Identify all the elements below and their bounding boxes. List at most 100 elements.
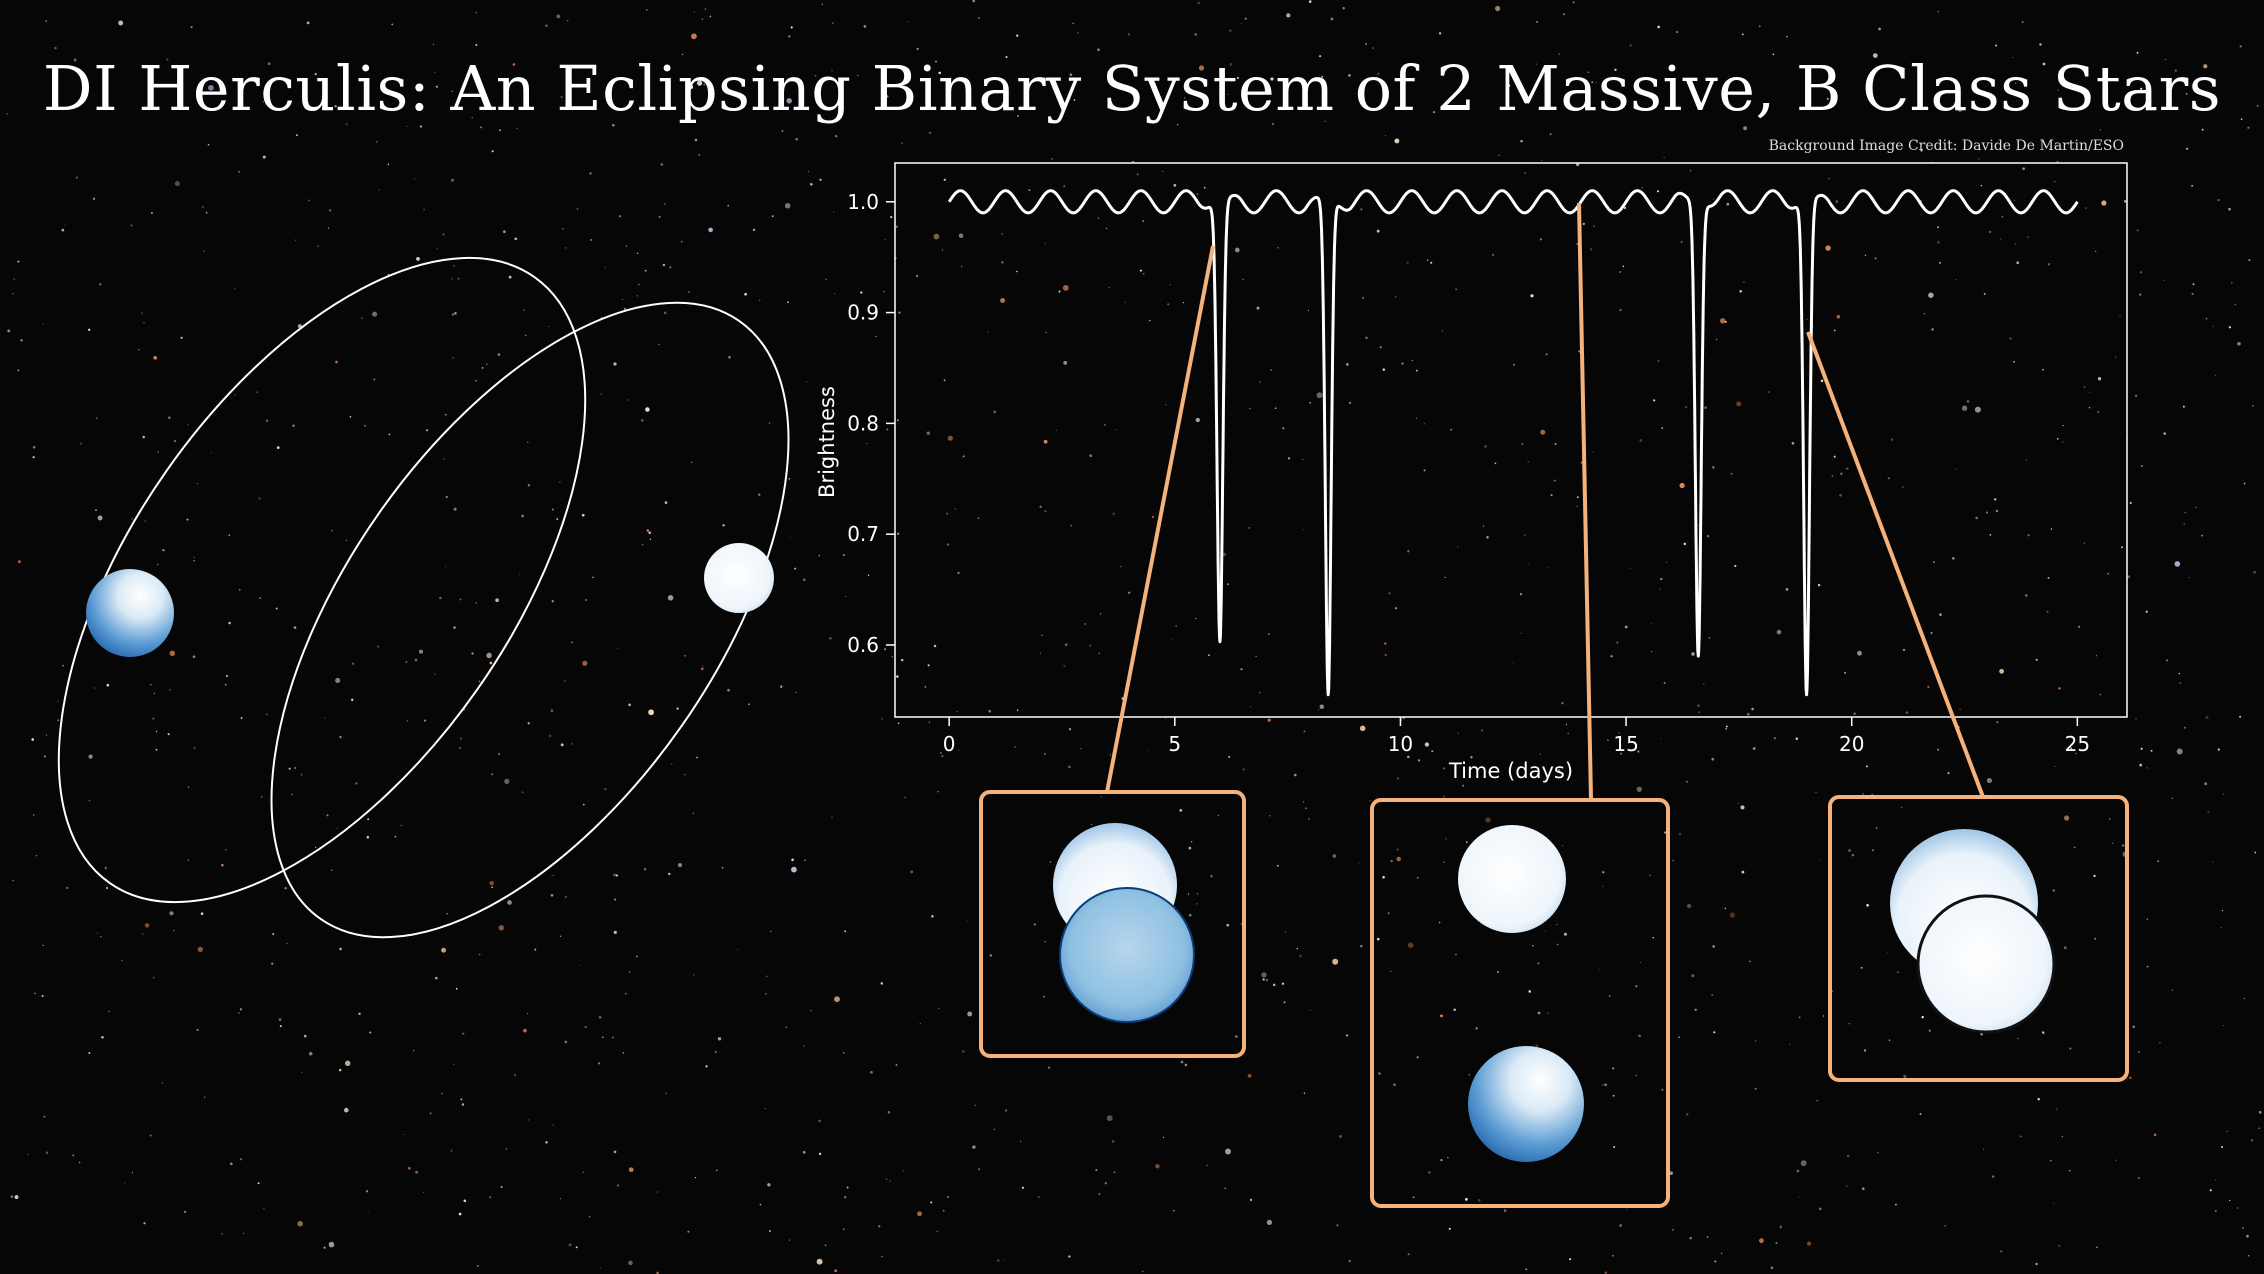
background-star (645, 407, 650, 412)
background-star (809, 182, 813, 186)
background-star (1270, 77, 1274, 81)
background-star (931, 915, 934, 918)
background-star (818, 1119, 821, 1123)
background-star (130, 224, 133, 227)
background-star (1041, 634, 1043, 636)
background-star (1332, 854, 1337, 858)
background-star (662, 263, 666, 267)
background-star (1047, 1066, 1051, 1069)
background-star (1698, 711, 1700, 713)
background-star (462, 1032, 465, 1035)
background-star (1098, 1193, 1101, 1195)
background-star (1994, 498, 1997, 501)
background-star (1097, 217, 1100, 220)
background-star (413, 1050, 415, 1052)
background-star (664, 501, 668, 504)
background-star (463, 1199, 467, 1203)
background-star (896, 532, 900, 535)
background-star (143, 322, 145, 324)
background-star (1396, 777, 1399, 780)
background-star (1818, 859, 1820, 861)
background-star (2119, 314, 2121, 317)
background-star (2078, 625, 2081, 628)
background-star (2049, 1159, 2052, 1162)
background-star (1234, 247, 1240, 253)
background-star (1537, 1011, 1541, 1015)
background-star (682, 53, 684, 56)
background-star (860, 291, 863, 294)
background-star (2063, 815, 2070, 821)
background-star (612, 124, 615, 127)
background-star (1242, 768, 1245, 771)
background-star (327, 227, 330, 229)
background-star (1691, 974, 1695, 978)
background-star (1503, 1209, 1507, 1212)
background-star (2070, 747, 2073, 750)
background-star (2221, 909, 2224, 912)
background-star (2000, 1250, 2003, 1253)
background-star (816, 1258, 823, 1265)
background-star (1754, 1040, 1757, 1042)
background-star (1736, 401, 1742, 407)
background-star (1587, 71, 1590, 74)
background-star (2105, 77, 2108, 80)
background-star (802, 1150, 806, 1154)
background-star (275, 607, 278, 610)
background-star (2183, 726, 2186, 729)
background-star (258, 497, 261, 500)
background-star (1704, 406, 1707, 409)
background-star (1653, 399, 1656, 402)
background-star (667, 595, 674, 601)
background-star (988, 709, 992, 713)
background-star (1749, 960, 1751, 963)
background-star (1407, 1253, 1410, 1256)
background-star (1725, 727, 1728, 730)
background-star (1547, 567, 1549, 569)
background-star (831, 69, 833, 72)
background-star (1068, 728, 1072, 731)
background-star (17, 369, 20, 372)
background-star (957, 571, 960, 575)
background-star (1713, 1031, 1716, 1034)
callout-line-transit (1806, 331, 1985, 798)
orbit-right (270, 301, 790, 939)
background-star (1776, 629, 1782, 635)
background-star (423, 1191, 425, 1193)
background-star (1428, 1171, 1431, 1174)
background-star (1301, 458, 1304, 461)
background-star (1554, 443, 1557, 445)
background-star (956, 711, 958, 713)
background-star (972, 0, 975, 3)
background-star (1426, 259, 1429, 262)
background-star (1545, 353, 1548, 356)
background-star (2153, 1133, 2157, 1137)
background-star (656, 1191, 658, 1193)
background-star (426, 429, 429, 432)
background-star (884, 238, 886, 241)
background-star (2140, 87, 2143, 91)
background-star (1657, 25, 1661, 29)
background-star (1619, 1224, 1622, 1227)
background-star (1938, 261, 1941, 264)
background-star (1939, 613, 1942, 616)
background-star (460, 1098, 463, 1101)
background-star (2054, 765, 2056, 768)
background-star (330, 869, 333, 871)
background-star (1465, 841, 1468, 844)
background-star (759, 299, 761, 302)
background-star (1853, 712, 1856, 715)
background-star (646, 9, 648, 11)
background-star (512, 63, 516, 66)
background-star (705, 1065, 708, 1068)
background-star (1097, 48, 1100, 52)
background-star (1897, 971, 1899, 974)
background-star (507, 900, 512, 905)
background-star (614, 898, 616, 901)
background-star (842, 1052, 845, 1054)
background-star (2254, 851, 2257, 854)
background-star (2013, 199, 2016, 201)
background-star (407, 1166, 411, 1170)
orbit-diagram (57, 256, 790, 939)
background-star (1304, 807, 1307, 810)
background-star (1512, 363, 1516, 366)
